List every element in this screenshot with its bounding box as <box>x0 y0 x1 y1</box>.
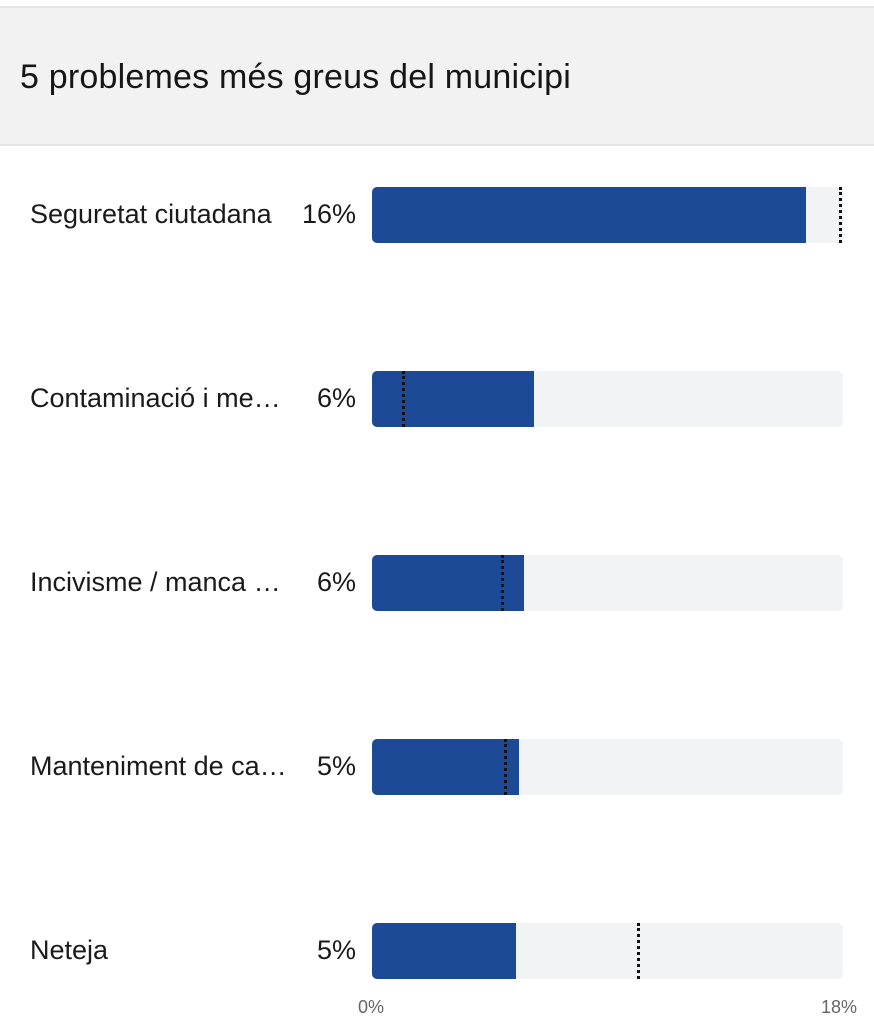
value-label: 5% <box>316 751 356 781</box>
bar-track <box>372 923 843 979</box>
bar-row: Neteja 5% <box>0 923 874 979</box>
value-label: 16% <box>301 199 356 229</box>
bar-row: Seguretat ciutadana 16% <box>0 187 874 243</box>
value-label: 5% <box>316 935 356 965</box>
reference-marker <box>401 371 405 427</box>
bar <box>372 187 807 243</box>
chart-header: 5 problemes més greus del municipi <box>0 6 874 146</box>
category-label: Seguretat ciutadana <box>30 199 272 229</box>
bar-row: Manteniment de ca… 5% <box>0 739 874 795</box>
bar-track <box>372 739 843 795</box>
reference-marker <box>501 555 505 611</box>
bar <box>372 371 535 427</box>
category-label: Incivisme / manca … <box>30 567 281 597</box>
reference-marker <box>838 187 842 243</box>
bar-row: Incivisme / manca … 6% <box>0 555 874 611</box>
bar <box>372 923 516 979</box>
x-tick-label-min: 0% <box>358 997 385 1017</box>
bar-row: Contaminació i me… 6% <box>0 371 874 427</box>
reference-marker <box>503 739 507 795</box>
category-label: Manteniment de ca… <box>30 751 287 781</box>
bar <box>372 555 524 611</box>
chart-title: 5 problemes més greus del municipi <box>20 58 572 96</box>
bar-track <box>372 187 843 243</box>
value-label: 6% <box>316 567 356 597</box>
reference-marker <box>637 923 641 979</box>
bar-track <box>372 555 843 611</box>
bar <box>372 739 519 795</box>
category-label: Contaminació i me… <box>30 383 281 413</box>
category-label: Neteja <box>30 935 109 965</box>
x-tick-label-max: 18% <box>821 997 858 1017</box>
value-label: 6% <box>316 383 356 413</box>
bar-track <box>372 371 843 427</box>
